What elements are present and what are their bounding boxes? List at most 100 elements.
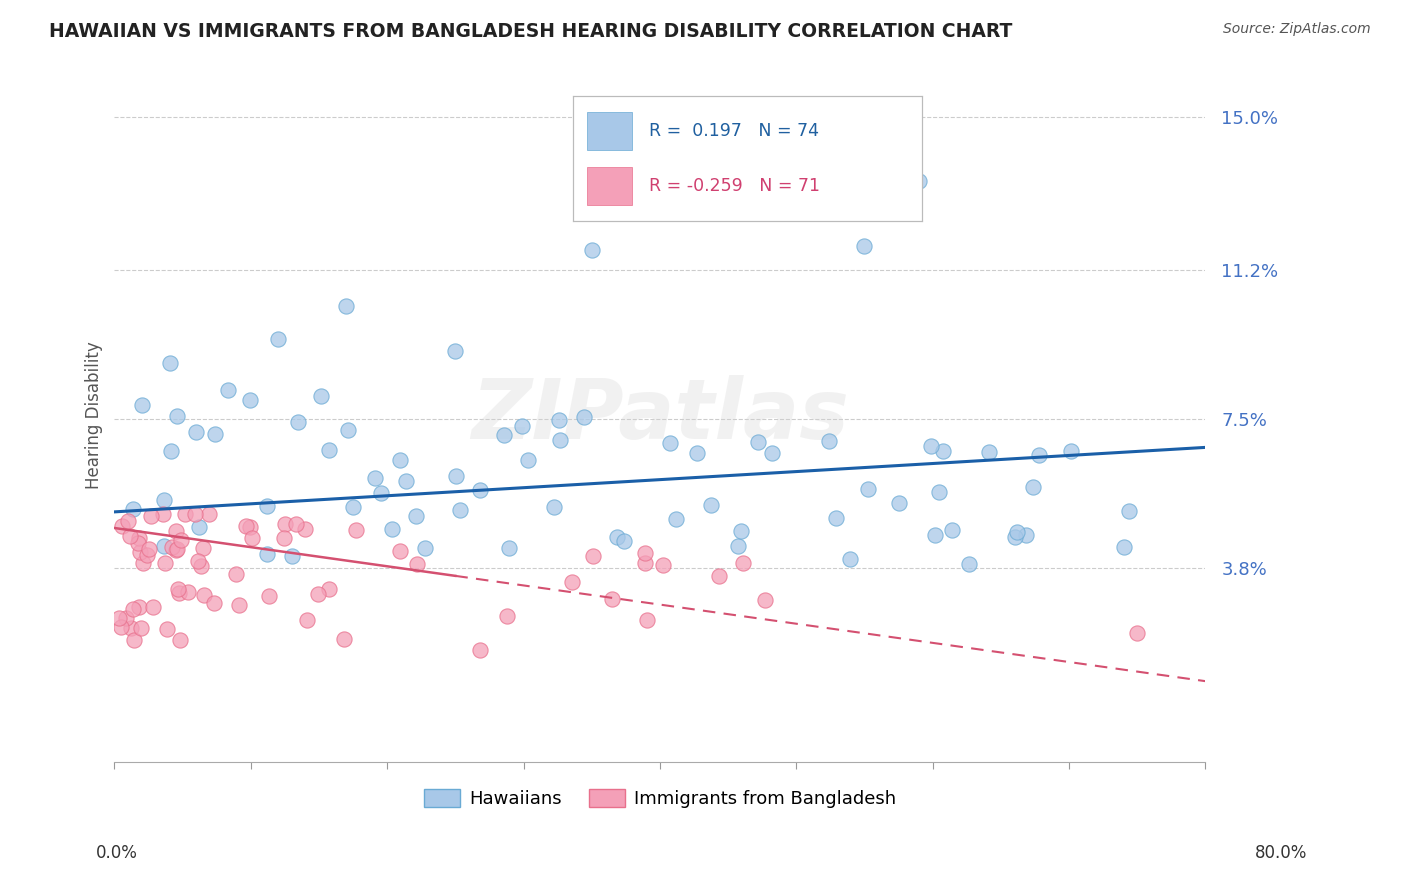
Point (731, 556, 754, 570)
Point (187, 519, 209, 533)
Point (337, 423, 360, 437)
Point (287, 415, 309, 429)
Point (510, 418, 533, 433)
Point (1022, 480, 1045, 494)
Point (665, 512, 688, 526)
Point (685, 446, 707, 460)
Point (1060, 444, 1083, 458)
Point (135, 549, 157, 563)
Point (839, 552, 862, 566)
Point (159, 444, 181, 458)
Point (561, 575, 583, 590)
Point (406, 558, 429, 572)
Point (928, 485, 950, 500)
Point (257, 589, 280, 603)
Point (581, 243, 603, 257)
Point (285, 517, 308, 532)
Point (636, 613, 658, 627)
Point (700, 498, 723, 512)
Point (187, 554, 209, 568)
Point (128, 532, 150, 546)
Point (1028, 448, 1050, 462)
Point (818, 434, 841, 448)
Point (468, 642, 491, 657)
Point (747, 434, 769, 449)
Point (977, 445, 1000, 459)
Point (634, 546, 657, 560)
Point (498, 541, 520, 556)
Point (444, 469, 467, 483)
Point (256, 547, 278, 561)
Point (177, 584, 200, 599)
Point (120, 621, 142, 635)
Point (197, 507, 219, 521)
Point (924, 528, 946, 542)
Point (344, 523, 367, 537)
Point (152, 508, 174, 522)
Point (405, 508, 427, 523)
Point (114, 611, 136, 625)
Point (281, 549, 304, 564)
Point (294, 522, 316, 536)
Point (274, 516, 297, 531)
Text: HAWAIIAN VS IMMIGRANTS FROM BANGLADESH HEARING DISABILITY CORRELATION CHART: HAWAIIAN VS IMMIGRANTS FROM BANGLADESH H… (49, 22, 1012, 41)
Point (156, 622, 179, 636)
Point (517, 453, 540, 467)
Point (204, 427, 226, 442)
Point (121, 502, 143, 516)
Point (1112, 540, 1135, 554)
Point (761, 446, 783, 460)
Point (444, 343, 467, 358)
Point (193, 588, 215, 602)
Point (932, 444, 955, 458)
Legend: Hawaiians, Immigrants from Bangladesh: Hawaiians, Immigrants from Bangladesh (416, 781, 903, 815)
Point (730, 524, 752, 538)
Point (129, 621, 152, 635)
Point (388, 543, 411, 558)
Point (240, 531, 263, 545)
Text: 0.0%: 0.0% (96, 844, 138, 862)
Point (110, 619, 132, 633)
Point (138, 542, 160, 557)
Point (107, 611, 129, 625)
Point (165, 543, 187, 558)
Point (370, 485, 392, 500)
Point (132, 556, 155, 570)
Point (127, 536, 149, 550)
Point (142, 600, 165, 615)
Point (548, 434, 571, 448)
Point (920, 439, 942, 453)
Point (825, 511, 848, 525)
Point (169, 633, 191, 648)
Point (659, 435, 682, 450)
Point (131, 398, 153, 412)
Text: ZIPatlas: ZIPatlas (471, 375, 849, 456)
Point (295, 613, 318, 627)
Point (166, 541, 188, 556)
Point (1118, 504, 1140, 518)
Point (652, 558, 675, 572)
Point (318, 443, 340, 458)
Point (572, 410, 595, 425)
Point (128, 599, 150, 614)
Point (606, 529, 628, 543)
Point (853, 239, 876, 253)
Point (332, 632, 354, 646)
Point (1015, 528, 1038, 542)
Point (547, 413, 569, 427)
Point (160, 541, 183, 555)
Point (908, 174, 931, 188)
Point (1126, 625, 1149, 640)
Point (381, 522, 404, 536)
Point (183, 507, 205, 521)
Point (449, 503, 471, 517)
Point (118, 528, 141, 542)
Point (413, 541, 436, 555)
Y-axis label: Hearing Disability: Hearing Disability (86, 342, 103, 489)
Point (543, 500, 565, 514)
Point (167, 582, 190, 596)
Point (191, 541, 214, 555)
Point (307, 587, 329, 601)
Point (957, 558, 980, 572)
Point (225, 566, 247, 581)
